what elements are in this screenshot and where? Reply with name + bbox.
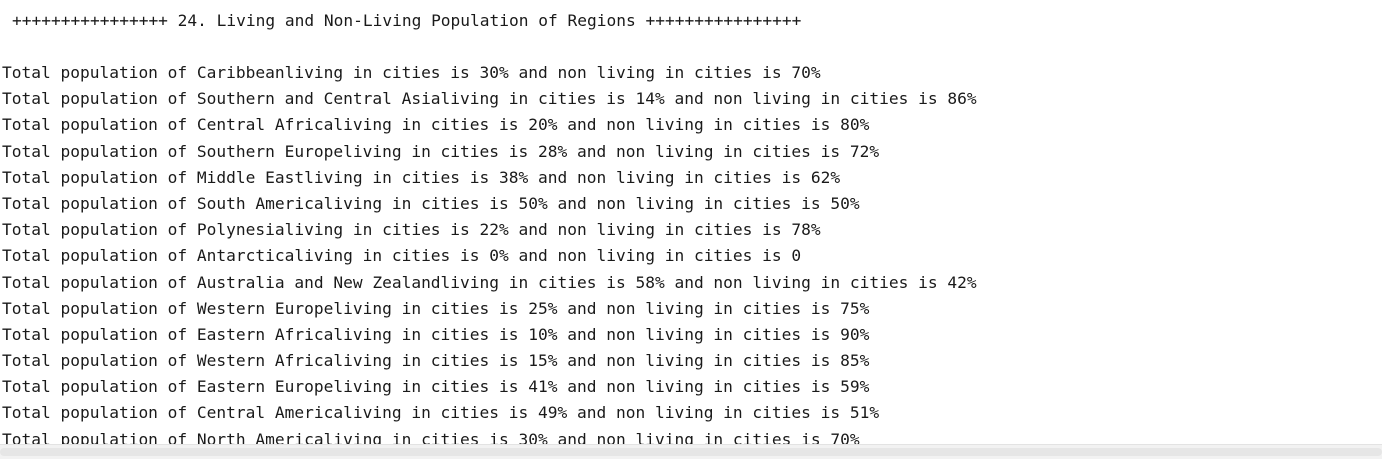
output-line: Total population of Caribbeanliving in c… bbox=[2, 63, 821, 82]
output-line: Total population of Antarcticaliving in … bbox=[2, 246, 802, 266]
output-line: Total population of Eastern Europeliving… bbox=[2, 377, 870, 397]
section-header: ++++++++++++++++ 24. Living and Non-Livi… bbox=[12, 11, 802, 30]
output-line: Total population of Western Africaliving… bbox=[2, 351, 870, 371]
scrollbar-thumb[interactable] bbox=[0, 448, 1382, 456]
output-line: Total population of Central Africaliving… bbox=[2, 115, 870, 135]
output-lines: Total population of Caribbeanliving in c… bbox=[2, 62, 977, 455]
output-line: Total population of Western Europeliving… bbox=[2, 298, 870, 318]
output-line: Total population of Australia and New Ze… bbox=[2, 272, 977, 292]
output-line: Total population of North Americaliving … bbox=[2, 429, 860, 449]
output-line: Total population of South Americaliving … bbox=[2, 193, 860, 213]
output-line: Total population of Southern and Central… bbox=[2, 89, 977, 109]
output-line: Total population of Southern Europelivin… bbox=[2, 141, 880, 161]
output-line: Total population of Middle Eastliving in… bbox=[2, 167, 841, 187]
output-line: Total population of Polynesialiving in c… bbox=[2, 220, 821, 240]
output-line: Total population of Eastern Africaliving… bbox=[2, 324, 870, 344]
horizontal-scrollbar[interactable] bbox=[0, 444, 1382, 459]
output-line: Total population of Central Americalivin… bbox=[2, 403, 880, 423]
